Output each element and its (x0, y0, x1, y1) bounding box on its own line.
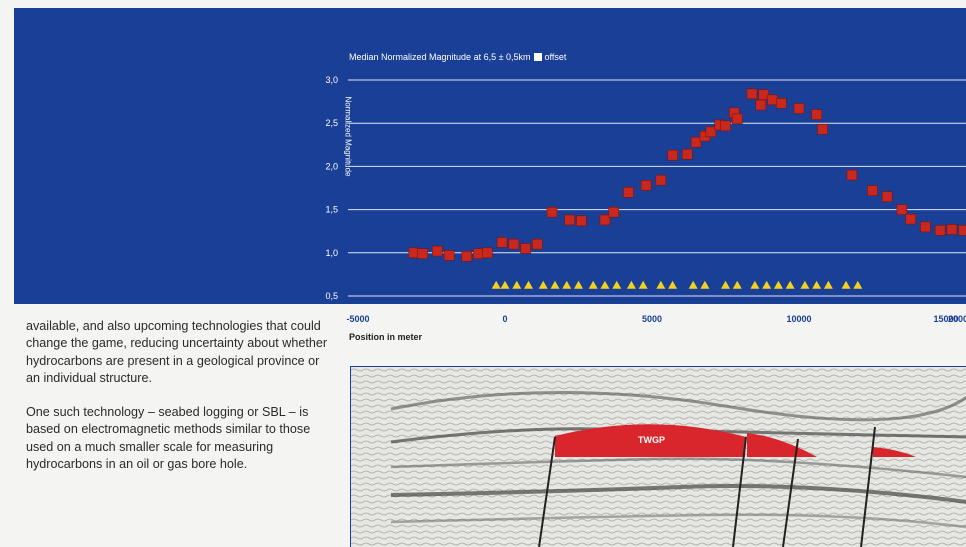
data-point-triangle (800, 280, 810, 289)
data-point-square (958, 225, 966, 236)
data-point-square (731, 113, 743, 125)
data-point-square (473, 248, 484, 259)
x-tick-label: 10000 (786, 314, 812, 324)
data-point-triangle (600, 280, 610, 289)
seismic-section-image: TWGP (350, 366, 966, 547)
data-point-square (705, 126, 717, 138)
data-point-triangle (550, 280, 560, 289)
data-point-square (867, 185, 878, 196)
data-point-square (576, 215, 587, 227)
data-point-triangle (700, 280, 710, 289)
y-tick-label: 2,5 (325, 118, 338, 128)
reservoir-zone (555, 424, 746, 457)
data-point-square (846, 169, 858, 181)
data-point-triangle (538, 280, 548, 289)
data-point-square (482, 247, 493, 259)
data-point-square (655, 174, 667, 186)
data-point-square (793, 103, 805, 114)
data-point-square (667, 149, 678, 161)
paragraph-1: available, and also upcoming technologie… (26, 319, 328, 385)
data-point-triangle (491, 280, 501, 289)
data-point-square (496, 237, 508, 248)
data-point-triangle (524, 280, 534, 289)
article-body: available, and also upcoming technologie… (26, 318, 331, 490)
x-tick-label: 0 (502, 314, 508, 324)
data-point-square (532, 238, 543, 250)
seismic-section-graphic (351, 367, 966, 547)
data-point-square (946, 224, 958, 235)
x-tick-label: 15000 (933, 314, 959, 324)
data-point-triangle (626, 280, 636, 289)
legend-square-icon (533, 53, 542, 61)
data-point-triangle (841, 280, 851, 289)
y-tick-label: 0,5 (325, 291, 338, 301)
data-point-square (811, 109, 822, 120)
data-point-triangle (812, 280, 822, 289)
data-point-triangle (762, 280, 772, 289)
y-tick-label: 2,0 (325, 161, 338, 171)
data-point-square (776, 98, 787, 109)
data-point-square (767, 94, 778, 106)
data-point-triangle (638, 280, 648, 289)
reservoir-label: TWGP (638, 435, 665, 445)
data-point-triangle (853, 280, 863, 289)
data-point-square (520, 243, 531, 254)
data-point-square (599, 214, 611, 226)
data-point-triangle (512, 280, 522, 289)
data-point-triangle (612, 280, 622, 289)
y-tick-label: 1,0 (325, 248, 338, 258)
reservoir-zone-2 (747, 433, 817, 457)
x-tick-label: 5000 (641, 314, 663, 324)
data-point-square (896, 204, 908, 215)
data-point-square (623, 187, 634, 198)
data-point-square (461, 250, 473, 262)
data-point-triangle (823, 280, 833, 289)
data-point-triangle (773, 280, 783, 289)
data-point-square (443, 250, 455, 261)
data-point-square (758, 89, 770, 100)
x-tick-label: 2000 (947, 314, 966, 324)
x-axis-label: Position in meter (349, 332, 423, 342)
data-point-triangle (785, 280, 795, 289)
data-point-square (508, 238, 520, 250)
data-point-square (546, 206, 558, 218)
data-point-triangle (574, 280, 583, 289)
data-point-square (640, 180, 652, 191)
data-point-square (564, 214, 575, 226)
data-point-triangle (500, 280, 510, 289)
x-tick-label: -5000 (346, 314, 370, 324)
data-point-square (681, 149, 693, 160)
data-point-square (690, 136, 702, 148)
data-point-square (432, 245, 443, 257)
data-point-square (417, 248, 428, 259)
data-point-triangle (750, 280, 760, 289)
y-tick-label: 3,0 (325, 75, 338, 85)
reservoir-zone-3 (873, 447, 916, 457)
data-point-square (408, 247, 420, 259)
data-point-square (608, 206, 620, 218)
data-point-square (881, 191, 893, 202)
data-point-square (746, 88, 758, 100)
data-point-square (720, 120, 731, 132)
paragraph-2: One such technology – seabed logging or … (26, 405, 311, 472)
y-tick-label: 1,5 (325, 205, 338, 215)
data-point-square (934, 225, 946, 236)
data-point-triangle (668, 280, 678, 289)
chart-title: Median Normalized Magnitude at 6,5 ± 0,5… (349, 52, 567, 62)
data-point-triangle (688, 280, 698, 289)
data-point-triangle (656, 280, 666, 289)
data-point-triangle (721, 280, 730, 289)
data-point-triangle (588, 280, 598, 289)
data-point-square (905, 213, 917, 225)
data-point-triangle (562, 280, 572, 289)
data-point-square (920, 221, 931, 233)
data-point-square (817, 123, 828, 135)
data-point-square (755, 99, 767, 111)
data-point-triangle (732, 280, 742, 289)
